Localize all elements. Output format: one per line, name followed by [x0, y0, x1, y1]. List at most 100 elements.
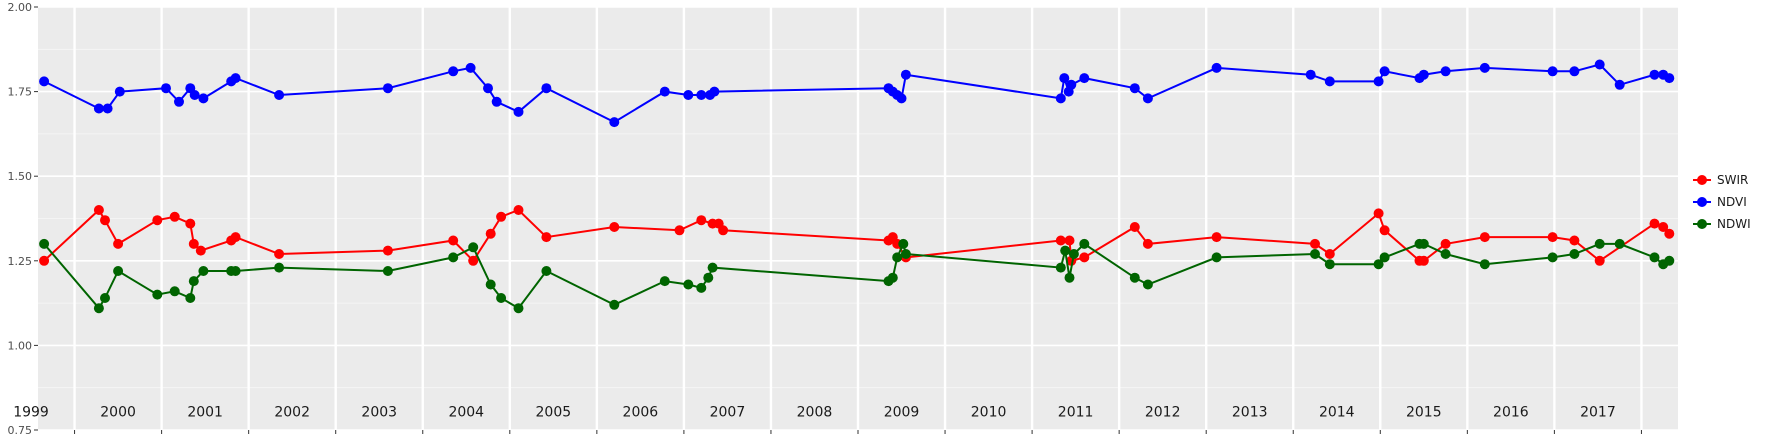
ndwi-point	[485, 279, 496, 290]
ndwi-point	[1547, 252, 1558, 263]
ndwi-point	[1569, 249, 1580, 259]
ndwi-point	[887, 272, 898, 283]
ndwi-point	[1142, 279, 1153, 290]
swir-point	[100, 215, 110, 226]
swir-point	[39, 255, 50, 266]
swir-point	[674, 225, 685, 236]
ndwi-point	[198, 266, 209, 276]
swir-point	[1129, 222, 1140, 232]
ndvi-point	[541, 83, 552, 94]
ndwi-point	[188, 276, 199, 287]
ndwi-point	[1594, 238, 1605, 249]
year-label: 2002	[274, 404, 310, 420]
ndvi-point	[1649, 69, 1660, 80]
swir-point	[513, 205, 524, 215]
ndvi-point	[174, 96, 184, 107]
swir-point	[1373, 208, 1384, 219]
ndwi-point	[185, 293, 196, 303]
ndwi-point	[696, 282, 707, 293]
ndwi-point	[93, 303, 104, 314]
ndwi-point	[113, 266, 124, 276]
year-label: 2013	[1232, 404, 1268, 420]
ndwi-point	[1060, 245, 1071, 256]
ndwi-point	[468, 242, 479, 253]
swir-point	[1664, 228, 1675, 239]
ndvi-point	[1211, 62, 1222, 73]
ndvi-point	[1324, 76, 1335, 87]
ndwi-point	[1614, 238, 1625, 249]
ndvi-point	[1594, 59, 1605, 70]
ndvi-point	[114, 86, 125, 97]
legend-label: SWIR	[1717, 173, 1748, 187]
series-ndvi	[39, 59, 1675, 128]
swir-point	[609, 222, 620, 232]
ndvi-point	[491, 96, 502, 107]
ndwi-point	[169, 286, 180, 297]
ndvi-point	[274, 90, 285, 100]
y-tick-label: 2.00	[8, 1, 33, 14]
ndwi-point	[1310, 249, 1320, 259]
ndvi-point	[896, 93, 907, 104]
ndvi-point	[1142, 93, 1153, 104]
ndvi-point	[1479, 62, 1490, 73]
ndvi-point	[1418, 69, 1429, 80]
ndvi-point	[709, 86, 720, 97]
ndvi-point	[513, 106, 524, 117]
swir-point	[1649, 218, 1660, 229]
swir-point	[718, 225, 729, 236]
ndwi-point	[230, 266, 241, 276]
legend-item-ndwi: NDWI	[1693, 217, 1751, 231]
swir-point	[1379, 225, 1390, 236]
ndwi-point	[1418, 238, 1429, 249]
year-label: 2001	[187, 404, 223, 420]
ndvi-point	[1379, 66, 1390, 77]
ndvi-point	[39, 76, 50, 87]
ndwi-point	[1129, 272, 1140, 283]
ndvi-point	[1547, 66, 1558, 77]
legend-label: NDVI	[1717, 195, 1747, 209]
year-label: 2009	[884, 404, 920, 420]
ndvi-point	[1066, 79, 1077, 90]
year-label: 1999	[13, 404, 49, 420]
ndwi-point	[448, 252, 459, 263]
ndvi-point	[465, 62, 476, 73]
year-label: 2005	[536, 404, 572, 420]
ndwi-point	[1479, 259, 1490, 270]
ndwi-point	[382, 266, 393, 276]
swir-point	[1479, 232, 1490, 243]
ndwi-point	[898, 238, 909, 249]
swir-point	[1324, 249, 1335, 259]
legend-label: NDWI	[1717, 217, 1751, 231]
swir-point	[696, 215, 707, 226]
ndwi-point	[1373, 259, 1384, 270]
ndvi-point	[1664, 73, 1675, 84]
ndvi-point	[161, 83, 171, 94]
ndwi-point	[707, 262, 718, 273]
ndwi-point	[496, 293, 507, 303]
ndwi-point	[541, 266, 552, 276]
year-label: 2012	[1145, 404, 1181, 420]
swir-point	[185, 218, 196, 229]
ndwi-point	[703, 272, 714, 283]
swir-point	[1064, 235, 1075, 246]
legend-item-swir: SWIR	[1693, 173, 1748, 187]
ndwi-point	[1324, 259, 1335, 270]
ndvi-point	[683, 90, 694, 100]
swir-point	[274, 249, 285, 259]
ndwi-point	[513, 303, 524, 314]
legend-item-ndvi: NDVI	[1693, 195, 1747, 209]
year-label: 2017	[1580, 404, 1616, 420]
legend: SWIR NDVI NDWI	[1693, 173, 1751, 231]
ndvi-point	[1373, 76, 1384, 87]
ndvi-point	[1059, 73, 1070, 84]
y-tick-label: 1.00	[8, 339, 33, 352]
year-label: 2007	[710, 404, 746, 420]
ndwi-point	[1068, 249, 1079, 259]
ndwi-point	[39, 238, 50, 249]
ndwi-point	[152, 289, 163, 300]
y-tick-label: 1.25	[8, 255, 33, 268]
year-label: 2000	[100, 404, 136, 420]
ndvi-point	[696, 90, 707, 100]
swir-point	[1079, 252, 1090, 263]
swir-point	[541, 232, 552, 243]
